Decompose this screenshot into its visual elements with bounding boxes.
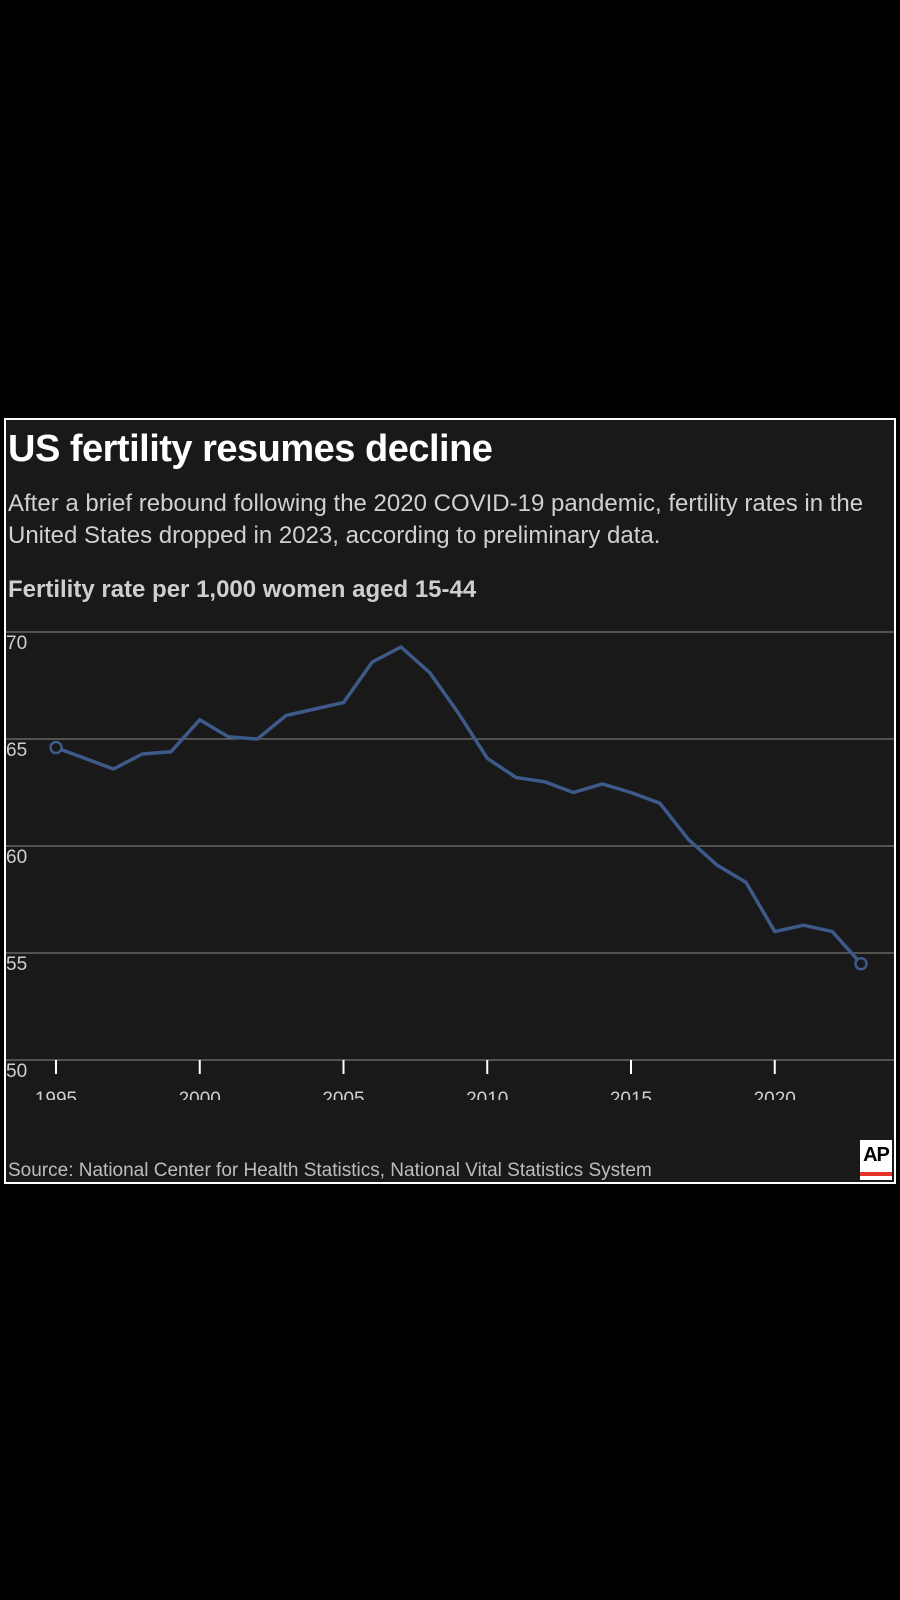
data-point [715, 863, 719, 867]
data-point [428, 671, 432, 675]
x-tick-label: 2015 [610, 1089, 652, 1100]
x-axis: 1995 2000 2005 2010 2015 2020 [35, 1060, 796, 1100]
y-axis-heading: Fertility rate per 1,000 women aged 15-4… [8, 576, 477, 603]
end-marker [854, 956, 868, 971]
chart-card: US fertility resumes decline After a bri… [4, 418, 896, 1184]
data-point [198, 718, 202, 722]
data-point [169, 750, 173, 754]
data-point [744, 880, 748, 884]
data-point [485, 756, 489, 760]
y-tick-label: 55 [6, 954, 27, 975]
ap-logo-bar [860, 1172, 892, 1176]
data-point [140, 752, 144, 756]
data-point [802, 923, 805, 927]
line-chart: 50 55 60 65 70 1995 2000 2005 2010 2015 2020 [6, 631, 894, 1100]
data-point [572, 791, 575, 794]
ap-logo: AP [860, 1140, 892, 1180]
data-point [83, 756, 87, 760]
ap-logo-text: AP [863, 1144, 890, 1166]
gridlines: 50 55 60 65 70 [6, 631, 894, 1082]
data-point [658, 801, 662, 805]
data-point [830, 930, 834, 934]
data-point [457, 711, 460, 715]
x-tick-label: 2010 [466, 1089, 508, 1100]
chart-subtitle: After a brief rebound following the 2020… [8, 490, 864, 549]
start-marker [49, 740, 63, 755]
x-tick-label: 2005 [322, 1089, 364, 1100]
data-point [255, 737, 259, 741]
y-tick-label: 65 [6, 740, 27, 761]
data-point [342, 701, 345, 705]
data-point [600, 782, 604, 786]
y-tick-label: 50 [6, 1061, 27, 1082]
data-point [284, 713, 288, 717]
data-point [112, 767, 115, 771]
series-layer [49, 645, 868, 971]
data-point [543, 780, 547, 784]
data-point [629, 791, 633, 794]
data-point [399, 645, 403, 649]
data-point [773, 930, 777, 934]
x-tick-label: 1995 [35, 1089, 77, 1100]
y-tick-label: 70 [6, 633, 27, 654]
data-point [514, 776, 518, 780]
data-point [687, 838, 690, 842]
source-note: Source: National Center for Health Stati… [8, 1160, 652, 1181]
x-tick-label: 2020 [754, 1089, 796, 1100]
data-point [313, 707, 317, 711]
data-point [370, 660, 374, 664]
data-point [227, 735, 230, 739]
series-line [55, 645, 863, 965]
x-tick-label: 2000 [179, 1089, 221, 1100]
y-tick-label: 60 [6, 847, 27, 868]
chart-title: US fertility resumes decline [8, 428, 493, 470]
